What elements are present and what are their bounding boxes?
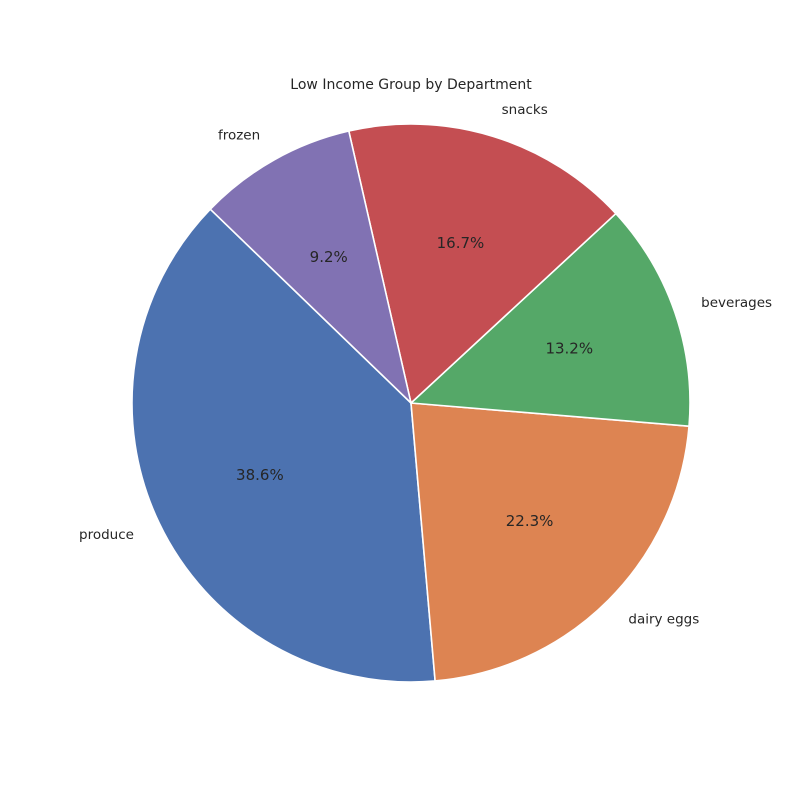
chart-title: Low Income Group by Department — [290, 77, 532, 93]
pie-pct-label: 22.3% — [506, 512, 554, 530]
pie-pct-label: 16.7% — [437, 234, 485, 252]
pie-category-label: snacks — [502, 102, 548, 118]
pie-labels: 38.6% produce 22.3% dairy eggs 13.2% beverage… — [79, 102, 772, 628]
pie-category-label: dairy eggs — [628, 612, 699, 628]
pie-category-label: frozen — [218, 128, 260, 144]
pie-slice-dairy-eggs — [410, 402, 690, 682]
pie-category-label: produce — [79, 527, 134, 543]
pie-slice-frozen — [209, 130, 412, 404]
pie-slice-produce — [131, 208, 436, 683]
pie-category-label: beverages — [701, 295, 772, 311]
pie-pct-label: 38.6% — [236, 466, 284, 484]
pie-pct-label: 9.2% — [310, 248, 348, 266]
pie-pct-label: 13.2% — [545, 340, 593, 358]
pie-slices — [131, 123, 691, 683]
pie-slice-snacks — [348, 123, 617, 404]
pie-slice-beverages — [410, 212, 691, 427]
